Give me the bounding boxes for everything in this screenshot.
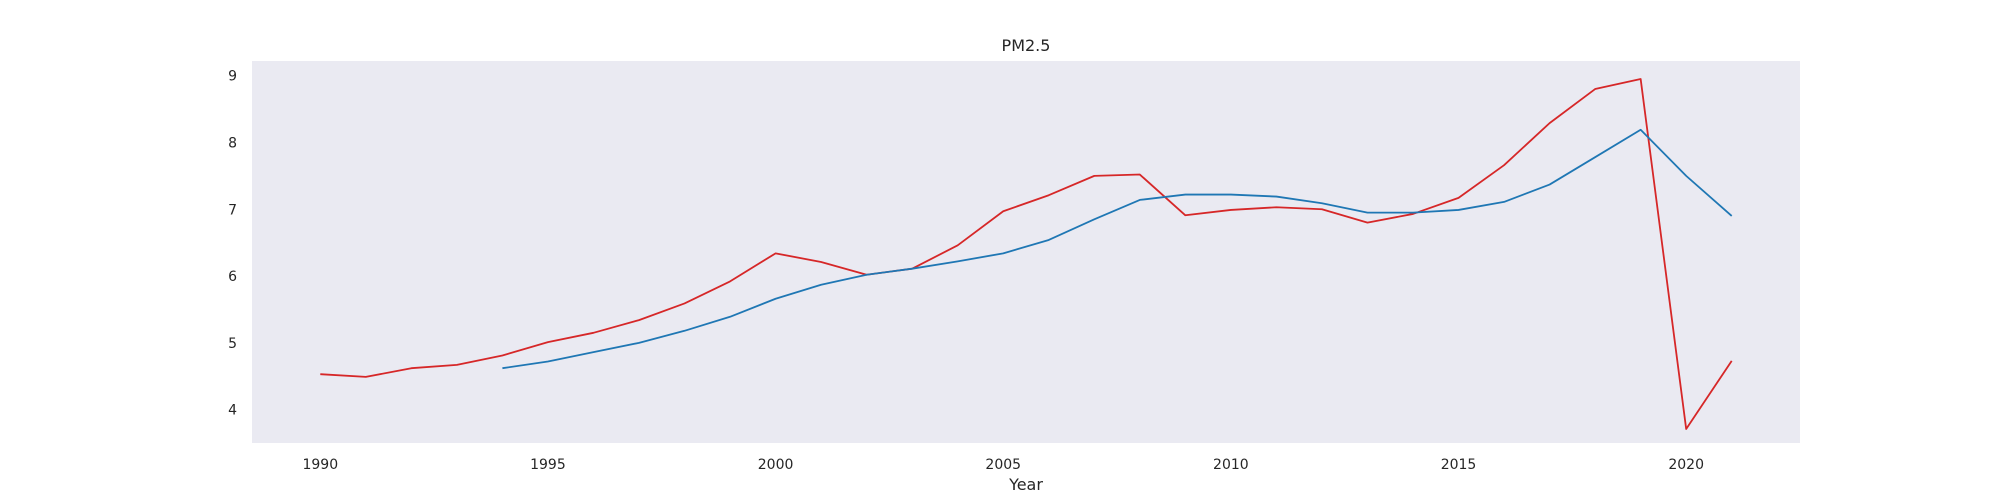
y-tick-label: 6 <box>228 269 237 285</box>
x-tick-label: 2020 <box>1668 457 1704 473</box>
x-tick-label: 2005 <box>985 457 1021 473</box>
plot-area-background <box>252 61 1800 443</box>
x-tick-label: 1995 <box>530 457 566 473</box>
x-tick-label: 2015 <box>1441 457 1477 473</box>
series-line-1 <box>320 78 1733 430</box>
x-axis-title: Year <box>1008 475 1043 494</box>
y-tick-label: 9 <box>228 69 237 85</box>
series-line-2 <box>502 128 1733 370</box>
y-tick-label: 4 <box>228 403 237 419</box>
series-layer <box>320 78 1733 430</box>
x-tick-label: 2010 <box>1213 457 1249 473</box>
y-tick-label: 5 <box>228 336 237 352</box>
y-tick-label: 7 <box>228 202 237 218</box>
x-tick-labels: 1990 1995 2000 2005 2010 2015 2020 <box>302 457 1704 473</box>
y-tick-labels: 4 5 6 7 8 9 <box>228 69 237 419</box>
x-tick-label: 2000 <box>758 457 794 473</box>
x-tick-label: 1990 <box>302 457 338 473</box>
y-tick-label: 8 <box>228 135 237 151</box>
chart-title: PM2.5 <box>1002 36 1051 55</box>
